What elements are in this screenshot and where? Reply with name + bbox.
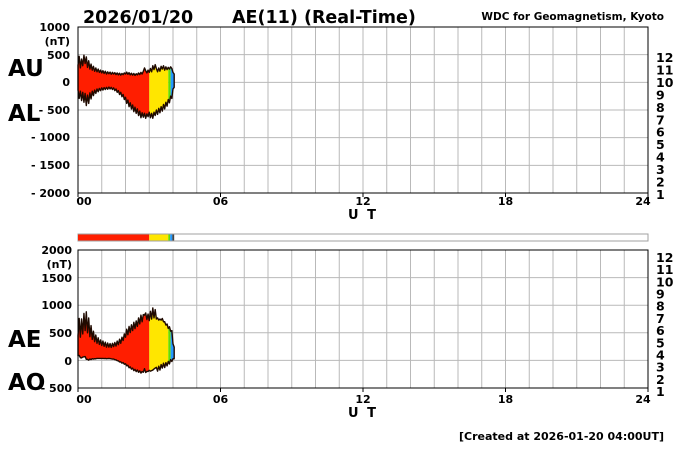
- envelope-fill-9-stations: [149, 64, 169, 119]
- data-layer: [77, 54, 649, 374]
- x-tick: 18: [498, 393, 513, 406]
- station-count-5: 5: [656, 335, 665, 350]
- station-count-12: 12: [656, 50, 673, 65]
- availability-segment-8-stations: [168, 234, 171, 241]
- station-count-11: 11: [656, 62, 673, 77]
- availability-segment-11-stations: [78, 234, 150, 241]
- x-tick: 24: [635, 393, 651, 406]
- x-tick: 06: [213, 195, 229, 208]
- label-ae: AE: [8, 327, 42, 353]
- x-tick: 12: [355, 393, 370, 406]
- x-tick: 12: [355, 195, 370, 208]
- y-tick: 500: [49, 327, 72, 340]
- label-au: AU: [8, 56, 44, 82]
- y-tick: - 1000: [31, 131, 70, 144]
- x-axis-label-top: U T: [348, 208, 378, 223]
- frame-layer: [77, 26, 649, 392]
- x-tick: 24: [635, 195, 651, 208]
- station-count-2: 2: [656, 175, 665, 190]
- availability-segment-9-stations: [149, 234, 169, 241]
- envelope-outline: [77, 307, 175, 374]
- y-tick: 0: [64, 355, 72, 368]
- envelope-fill-8-stations: [168, 326, 171, 364]
- y-tick: 500: [47, 49, 70, 62]
- station-count-8: 8: [656, 100, 665, 115]
- x-axis-label-bottom: U T: [348, 406, 378, 421]
- y-tick: 1000: [39, 21, 70, 34]
- grid-layer: [78, 27, 648, 388]
- created-timestamp: [Created at 2026-01-20 04:00UT]: [459, 430, 664, 443]
- envelope-fill-11-stations: [78, 55, 150, 119]
- y-tick: 0: [62, 76, 70, 89]
- station-count-11: 11: [656, 262, 673, 277]
- station-count-2: 2: [656, 372, 665, 387]
- y-unit: (nT): [45, 35, 70, 48]
- station-count-4: 4: [656, 347, 665, 362]
- y-tick: - 500: [41, 382, 73, 395]
- station-count-7: 7: [656, 311, 665, 326]
- envelope-fill-9-stations: [149, 307, 169, 372]
- station-count-8: 8: [656, 299, 665, 314]
- data-source-label: WDC for Geomagnetism, Kyoto: [481, 11, 664, 23]
- y-tick: 1000: [41, 299, 72, 312]
- station-count-6: 6: [656, 125, 665, 140]
- y-tick: - 1500: [31, 159, 70, 172]
- y-tick: - 2000: [31, 187, 70, 200]
- plot-date: 2026/01/20: [83, 8, 193, 28]
- station-count-3: 3: [656, 360, 665, 375]
- station-count-9: 9: [656, 287, 665, 302]
- station-count-1: 1: [656, 384, 665, 399]
- station-count-7: 7: [656, 112, 665, 127]
- x-tick: 00: [76, 195, 92, 208]
- y-tick: 1500: [41, 272, 72, 285]
- x-tick: 06: [213, 393, 229, 406]
- y-unit: (nT): [47, 258, 72, 271]
- envelope-fill-6-stations: [170, 66, 175, 99]
- station-count-3: 3: [656, 162, 665, 177]
- availability-segment-3-stations: [172, 234, 175, 241]
- x-tick: 18: [498, 195, 513, 208]
- station-count-10: 10: [656, 75, 674, 90]
- label-ao: AO: [8, 370, 45, 396]
- station-count-12: 12: [656, 250, 673, 265]
- station-count-5: 5: [656, 137, 665, 152]
- y-tick: 2000: [41, 244, 72, 257]
- station-count-6: 6: [656, 323, 665, 338]
- station-count-4: 4: [656, 150, 665, 165]
- station-count-10: 10: [656, 274, 674, 289]
- envelope-fill-6-stations: [170, 330, 175, 362]
- envelope-fill-8-stations: [168, 66, 171, 103]
- plot-title: AE(11) (Real-Time): [232, 8, 416, 28]
- station-count-1: 1: [656, 187, 665, 202]
- envelope-outline: [77, 54, 175, 119]
- label-al: AL: [8, 101, 41, 127]
- availability-segment-6-stations: [170, 234, 173, 241]
- y-tick: - 500: [39, 104, 71, 117]
- x-tick: 00: [76, 393, 92, 406]
- station-count-9: 9: [656, 87, 665, 102]
